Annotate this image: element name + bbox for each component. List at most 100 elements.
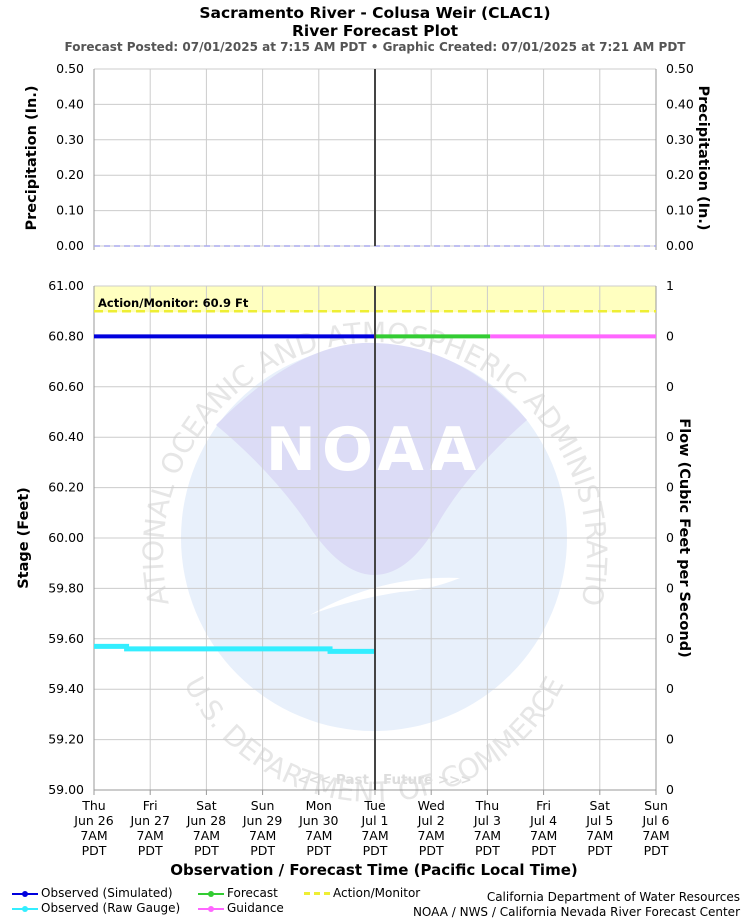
separator-bullet: •	[370, 40, 379, 54]
legend-swatch-observed-raw	[12, 905, 38, 912]
precip-tick-left: 0.30	[56, 132, 84, 147]
watermark-wave	[310, 577, 460, 615]
x-tick-line: PDT	[82, 843, 107, 858]
x-tick-line: Jul 3	[473, 813, 501, 828]
legend-swatch-guidance	[198, 905, 224, 912]
series-observed_raw	[94, 643, 375, 654]
watermark-gull	[216, 342, 527, 575]
credits: California Department of Water Resources…	[413, 890, 740, 920]
x-tick-line: Thu	[475, 798, 499, 813]
flow-tick-right: 0	[666, 328, 674, 343]
precip-panel: 0.00 0.00 0.10 0.10 0.20 0.20 0.30 0.30 0.40 0.40…	[24, 61, 711, 253]
flow-tick-right: 1	[666, 278, 674, 293]
x-tick-line: Tue	[363, 798, 386, 813]
x-tick-line: PDT	[419, 843, 444, 858]
legend-dot	[208, 890, 214, 897]
precip-tick-left: 0.40	[56, 96, 84, 111]
stage-tick-left: 59.00	[48, 782, 84, 797]
x-tick-line: Sun	[644, 798, 668, 813]
legend-label: Observed (Raw Gauge)	[41, 901, 181, 915]
x-tick-line: 7AM	[474, 828, 501, 843]
precip-ylabel-left: Precipitation (In.)	[24, 86, 40, 231]
legend-col-2: Forecast Guidance	[198, 886, 284, 916]
legend-dot	[22, 890, 28, 897]
x-tick-line: 7AM	[137, 828, 164, 843]
x-tick-line: PDT	[363, 843, 388, 858]
legend-item-observed-raw: Observed (Raw Gauge)	[12, 901, 180, 916]
x-tick-line: Thu	[81, 798, 105, 813]
x-tick-line: Mon	[306, 798, 332, 813]
x-tick-line: 7AM	[80, 828, 107, 843]
past-label: <<< Past	[297, 772, 369, 788]
stage-tick-left: 60.60	[48, 379, 84, 394]
x-tick-line: PDT	[194, 843, 219, 858]
x-tick-line: PDT	[531, 843, 556, 858]
precip-tick-right: 0.00	[666, 238, 694, 253]
chart-title: Sacramento River - Colusa Weir (CLAC1)	[199, 4, 551, 22]
x-tick-line: PDT	[475, 843, 500, 858]
x-tick-line: PDT	[138, 843, 163, 858]
precip-tick-right: 0.30	[666, 132, 694, 147]
graphic-created: Graphic Created: 07/01/2025 at 7:21 AM P…	[382, 40, 686, 54]
precip-tick-right: 0.40	[666, 96, 694, 111]
x-tick-line: PDT	[250, 843, 275, 858]
x-tick-line: 7AM	[249, 828, 276, 843]
legend-col-3: Action/Monitor	[304, 886, 420, 901]
x-tick-line: Fri	[536, 798, 551, 813]
chart-subtitle: River Forecast Plot	[291, 22, 459, 40]
action-monitor-label: Action/Monitor: 60.9 Ft	[98, 296, 249, 310]
legend-swatch-forecast	[198, 890, 224, 897]
x-tick-line: 7AM	[193, 828, 220, 843]
forecast-timestamps: Forecast Posted: 07/01/2025 at 7:15 AM P…	[0, 40, 750, 54]
stage-tick-left: 60.00	[48, 530, 84, 545]
x-tick-line: Sat	[590, 798, 611, 813]
legend-label: Observed (Simulated)	[41, 886, 173, 900]
x-tick-line: Fri	[143, 798, 158, 813]
precip-tick-right: 0.20	[666, 167, 694, 182]
legend-item-guidance: Guidance	[198, 901, 284, 916]
credit-noaa: NOAA / NWS / California Nevada River For…	[412, 905, 740, 919]
stage-tick-left: 59.20	[48, 732, 84, 747]
credit-dwr: California Department of Water Resources	[486, 890, 740, 904]
x-axis-label: Observation / Forecast Time (Pacific Loc…	[170, 861, 577, 879]
stage-tick-left: 60.20	[48, 480, 84, 495]
x-tick-line: 7AM	[586, 828, 613, 843]
x-tick-line: Jun 28	[186, 813, 226, 828]
legend-swatch-action-monitor	[304, 892, 330, 895]
flow-tick-right: 0	[666, 782, 674, 797]
stage-tick-left: 60.80	[48, 328, 84, 343]
x-tick-line: Sun	[251, 798, 275, 813]
legend-col-1: Observed (Simulated) Observed (Raw Gauge…	[12, 886, 180, 916]
x-tick-line: Jul 4	[529, 813, 557, 828]
x-tick-line: Jun 29	[242, 813, 282, 828]
x-tick-line: 7AM	[361, 828, 388, 843]
x-tick-line: Wed	[418, 798, 445, 813]
x-tick-line: PDT	[644, 843, 669, 858]
flow-ylabel-right: Flow (Cubic Feet per Second)	[676, 418, 692, 657]
stage-tick-left: 60.40	[48, 429, 84, 444]
legend-item-forecast: Forecast	[198, 886, 284, 901]
legend-item-action-monitor: Action/Monitor	[304, 886, 420, 901]
flow-tick-right: 0	[666, 480, 674, 495]
flow-tick-right: 0	[666, 681, 674, 696]
flow-tick-right: 0	[666, 530, 674, 545]
x-tick-line: Jul 5	[585, 813, 613, 828]
legend-label: Guidance	[227, 901, 284, 915]
stage-ylabel-left: Stage (Feet)	[16, 487, 32, 589]
x-tick-line: Jul 6	[641, 813, 669, 828]
precip-tick-left: 0.00	[56, 238, 84, 253]
x-tick-line: PDT	[306, 843, 331, 858]
precip-tick-left: 0.10	[56, 203, 84, 218]
legend-item-observed-simulated: Observed (Simulated)	[12, 886, 180, 901]
x-tick-line: Jun 27	[129, 813, 169, 828]
